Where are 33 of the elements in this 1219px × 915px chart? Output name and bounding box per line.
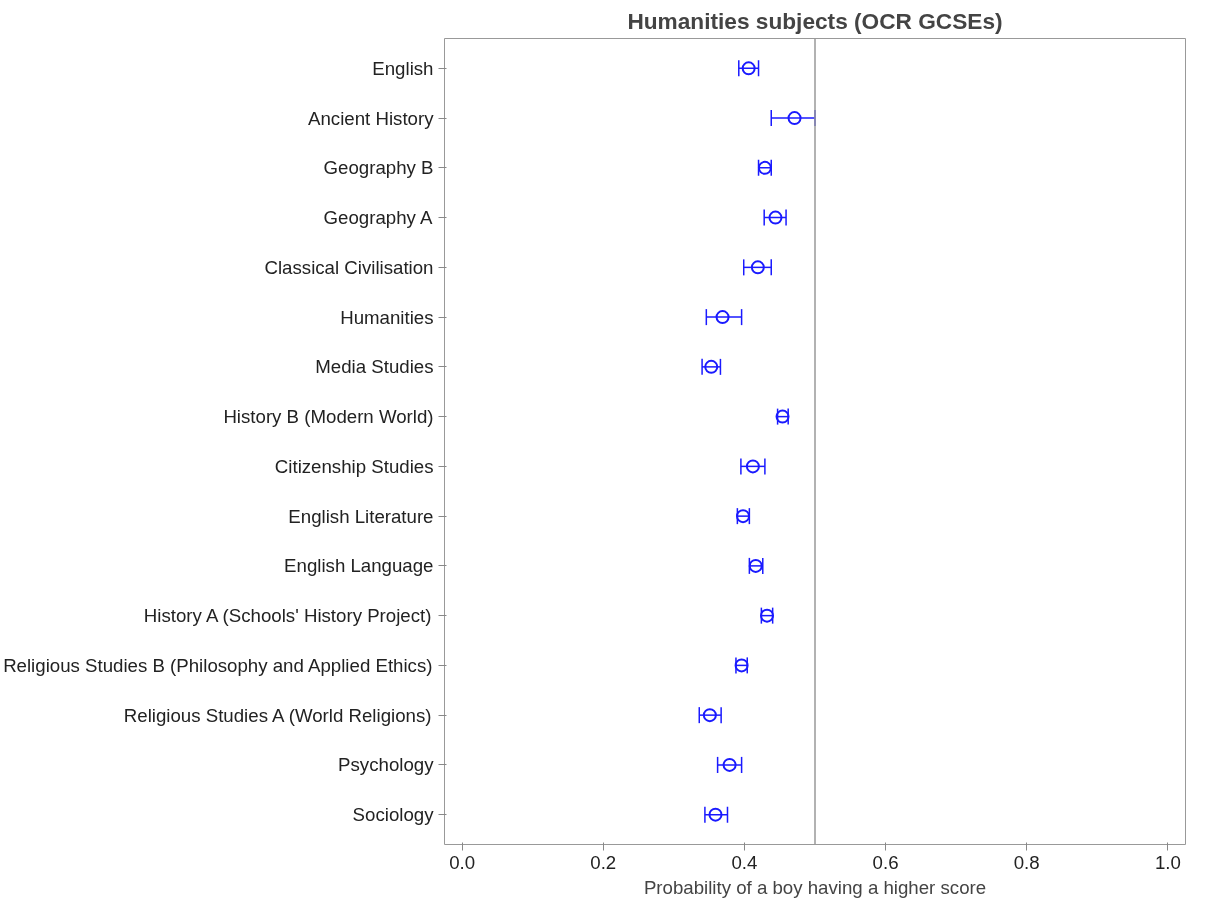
point [750, 260, 765, 275]
point [787, 111, 802, 126]
y-tick-label: Psychology [338, 754, 435, 776]
x-tick-label: 0.4 [731, 851, 758, 873]
y-tick-label: Ancient History [308, 107, 435, 129]
x-tick-label: 1.0 [1154, 851, 1181, 873]
y-tick-label: Humanities [340, 306, 434, 328]
x-axis-title: Probability of a boy having a higher score [643, 876, 987, 898]
y-tick-label: Religious Studies B (Philosophy and Applied Ethics) [3, 654, 433, 676]
y-tick-label: Geography A [323, 207, 434, 229]
point [715, 310, 730, 325]
y-tick-label: English Literature [288, 505, 434, 527]
y-tick-label: History A (Schools' History Project) [143, 605, 432, 627]
point [768, 210, 783, 225]
y-tick-label: Geography B [323, 157, 434, 179]
point [708, 807, 723, 822]
y-tick-label: Religious Studies A (World Religions) [123, 704, 432, 726]
y-tick-label: Sociology [352, 804, 435, 826]
y-tick-label: Citizenship Studies [274, 455, 434, 477]
x-tick-label: 0.8 [1013, 851, 1040, 873]
x-tick-label: 0.2 [590, 851, 617, 873]
point [702, 708, 717, 723]
point [722, 757, 737, 772]
point [741, 61, 756, 76]
y-tick-label: English [372, 57, 434, 79]
point [745, 459, 760, 474]
y-tick-label: History B (Modern World) [223, 406, 434, 428]
chart-title: Humanities subjects (OCR GCSEs) [627, 7, 1003, 34]
x-tick-label: 0.0 [449, 851, 476, 873]
y-tick-label: English Language [284, 555, 434, 577]
x-tick-label: 0.6 [872, 851, 899, 873]
y-tick-label: Classical Civilisation [264, 256, 434, 278]
y-tick-label: Media Studies [315, 356, 434, 378]
